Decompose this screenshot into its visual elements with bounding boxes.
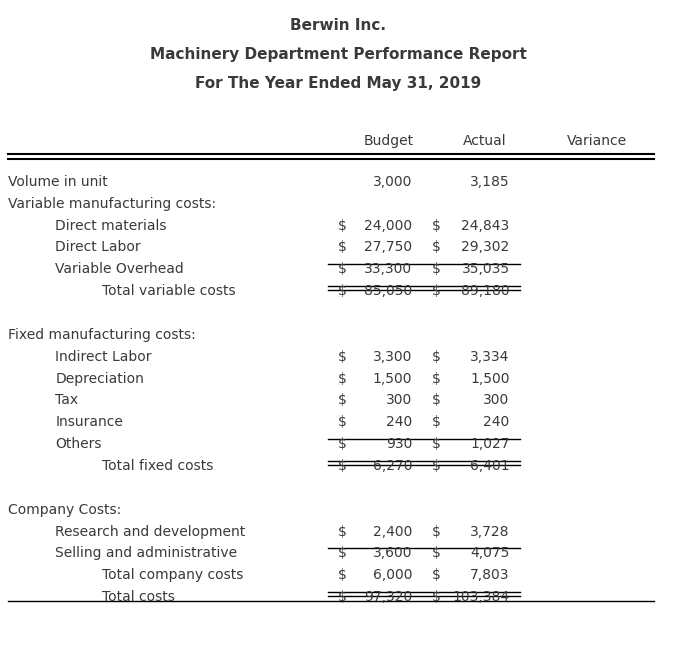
Text: Volume in unit: Volume in unit: [8, 175, 108, 189]
Text: $: $: [338, 569, 347, 583]
Text: $: $: [338, 372, 347, 386]
Text: Others: Others: [55, 437, 102, 451]
Text: $: $: [338, 547, 347, 561]
Text: $: $: [432, 262, 441, 276]
Text: 33,300: 33,300: [364, 262, 412, 276]
Text: 6,401: 6,401: [470, 459, 510, 473]
Text: 6,000: 6,000: [372, 569, 412, 583]
Text: 1,027: 1,027: [470, 437, 510, 451]
Text: Depreciation: Depreciation: [55, 372, 144, 386]
Text: 29,302: 29,302: [462, 241, 510, 255]
Text: Direct materials: Direct materials: [55, 219, 167, 233]
Text: $: $: [432, 569, 441, 583]
Text: 24,000: 24,000: [364, 219, 412, 233]
Text: $: $: [432, 241, 441, 255]
Text: For The Year Ended May 31, 2019: For The Year Ended May 31, 2019: [195, 76, 481, 91]
Text: 1,500: 1,500: [372, 372, 412, 386]
Text: 300: 300: [483, 394, 510, 408]
Text: 3,000: 3,000: [372, 175, 412, 189]
Text: 930: 930: [386, 437, 412, 451]
Text: Total company costs: Total company costs: [102, 569, 244, 583]
Text: $: $: [338, 590, 347, 604]
Text: $: $: [338, 459, 347, 473]
Text: 3,185: 3,185: [470, 175, 510, 189]
Text: 7,803: 7,803: [470, 569, 510, 583]
Text: Research and development: Research and development: [55, 525, 245, 539]
Text: Machinery Department Performance Report: Machinery Department Performance Report: [149, 47, 527, 62]
Text: 27,750: 27,750: [364, 241, 412, 255]
Text: Total variable costs: Total variable costs: [102, 284, 236, 298]
Text: $: $: [432, 459, 441, 473]
Text: $: $: [432, 437, 441, 451]
Text: 240: 240: [386, 415, 412, 430]
Text: $: $: [432, 394, 441, 408]
Text: $: $: [338, 525, 347, 539]
Text: 89,180: 89,180: [461, 284, 510, 298]
Text: 1,500: 1,500: [470, 372, 510, 386]
Text: 3,334: 3,334: [470, 350, 510, 364]
Text: $: $: [338, 241, 347, 255]
Text: Selling and administrative: Selling and administrative: [55, 547, 237, 561]
Text: 300: 300: [386, 394, 412, 408]
Text: 35,035: 35,035: [462, 262, 510, 276]
Text: Insurance: Insurance: [55, 415, 123, 430]
Text: $: $: [338, 415, 347, 430]
Text: 3,600: 3,600: [372, 547, 412, 561]
Text: 240: 240: [483, 415, 510, 430]
Text: Actual: Actual: [462, 134, 506, 148]
Text: $: $: [338, 219, 347, 233]
Text: Direct Labor: Direct Labor: [55, 241, 141, 255]
Text: Total costs: Total costs: [102, 590, 175, 604]
Text: $: $: [338, 394, 347, 408]
Text: 6,270: 6,270: [372, 459, 412, 473]
Text: 3,300: 3,300: [372, 350, 412, 364]
Text: Fixed manufacturing costs:: Fixed manufacturing costs:: [8, 328, 196, 342]
Text: Indirect Labor: Indirect Labor: [55, 350, 151, 364]
Text: 4,075: 4,075: [470, 547, 510, 561]
Text: 24,843: 24,843: [462, 219, 510, 233]
Text: $: $: [432, 372, 441, 386]
Text: Total fixed costs: Total fixed costs: [102, 459, 214, 473]
Text: $: $: [432, 350, 441, 364]
Text: Berwin Inc.: Berwin Inc.: [290, 18, 386, 33]
Text: $: $: [338, 437, 347, 451]
Text: Variable Overhead: Variable Overhead: [55, 262, 184, 276]
Text: 3,728: 3,728: [470, 525, 510, 539]
Text: Company Costs:: Company Costs:: [8, 503, 122, 517]
Text: 2,400: 2,400: [372, 525, 412, 539]
Text: $: $: [432, 547, 441, 561]
Text: $: $: [432, 284, 441, 298]
Text: $: $: [432, 590, 441, 604]
Text: Tax: Tax: [55, 394, 78, 408]
Text: $: $: [338, 262, 347, 276]
Text: $: $: [432, 219, 441, 233]
Text: Variance: Variance: [567, 134, 627, 148]
Text: $: $: [432, 415, 441, 430]
Text: 103,384: 103,384: [452, 590, 510, 604]
Text: Variable manufacturing costs:: Variable manufacturing costs:: [8, 197, 216, 211]
Text: $: $: [338, 350, 347, 364]
Text: 85,050: 85,050: [364, 284, 412, 298]
Text: Budget: Budget: [364, 134, 414, 148]
Text: $: $: [338, 284, 347, 298]
Text: 97,320: 97,320: [364, 590, 412, 604]
Text: $: $: [432, 525, 441, 539]
